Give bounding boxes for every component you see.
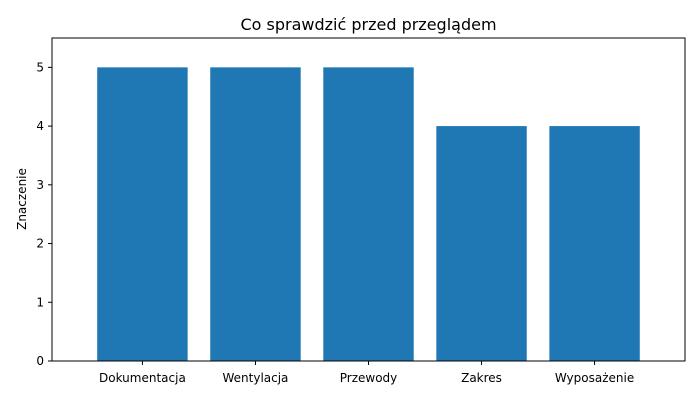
bar <box>323 67 414 362</box>
x-tick-label: Zakres <box>461 371 502 385</box>
bar <box>97 67 188 362</box>
x-tick-label: Przewody <box>340 371 398 385</box>
bars-group <box>97 67 640 362</box>
y-axis-label: Znaczenie <box>15 168 29 230</box>
y-axis-ticks: 0 1 2 3 4 5 <box>36 60 52 368</box>
x-tick-label: Dokumentacja <box>99 371 186 385</box>
bar <box>210 67 301 362</box>
chart-title: Co sprawdzić przed przeglądem <box>240 15 496 34</box>
y-tick-label: 4 <box>36 119 44 133</box>
x-axis-ticks: Dokumentacja Wentylacja Przewody Zakres Wypo… <box>99 361 634 385</box>
plot-frame <box>51 37 686 362</box>
x-tick-label: Wyposażenie <box>555 371 634 385</box>
bar <box>549 126 640 361</box>
y-tick-label: 0 <box>36 354 44 368</box>
y-tick-label: 3 <box>36 178 44 192</box>
x-tick-label: Wentylacja <box>222 371 288 385</box>
y-tick-label: 2 <box>36 237 44 251</box>
y-tick-label: 5 <box>36 60 44 74</box>
y-tick-label: 1 <box>36 295 44 309</box>
bar <box>436 126 527 361</box>
